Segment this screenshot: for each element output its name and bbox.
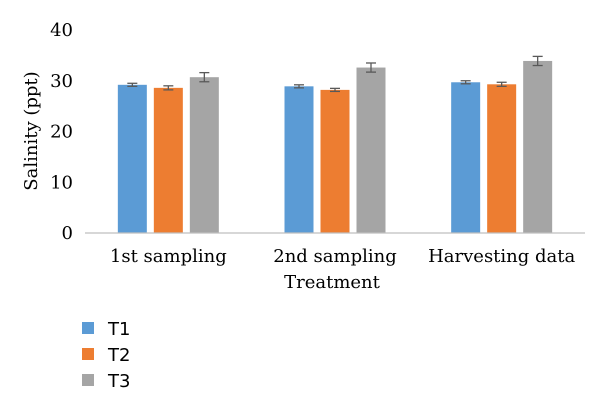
x-tick-label-2: Harvesting data [428,246,575,267]
y-tick-label-4: 40 [50,20,73,41]
error-bar-t1-2 [460,80,471,85]
y-axis-title: Salinity (ppt) [21,71,42,190]
legend-swatch-t1 [82,322,94,334]
error-bar-t3-0 [199,71,210,83]
y-tick-label-3: 30 [50,71,73,92]
bar-t3-0 [189,77,219,233]
y-tick-label-1: 10 [50,172,73,193]
bar-t1-2 [451,82,481,234]
error-bar-t1-0 [127,82,138,87]
error-bar-t3-2 [532,55,543,67]
x-tick-label-0: 1st sampling [110,246,227,267]
bar-t1-0 [117,84,147,233]
legend-swatch-t3 [82,374,94,386]
legend-label-t3: T3 [107,371,130,392]
y-tick-label-0: 0 [62,223,73,244]
bar-t2-0 [153,87,183,233]
legend: T1 T2 T3 [82,319,130,392]
bars-group [117,60,553,234]
bar-t2-1 [320,89,350,233]
legend-label-t1: T1 [107,319,130,340]
legend-label-t2: T2 [107,345,130,366]
bar-t2-2 [487,84,517,234]
error-bars-group [127,55,543,93]
error-bar-t2-1 [330,87,340,93]
bar-t3-1 [356,67,386,234]
error-bar-t1-1 [294,84,304,89]
y-axis-ticks: 0 10 20 30 40 [50,20,73,244]
error-bar-t2-0 [163,85,174,91]
x-axis-title: Treatment [284,272,381,293]
y-tick-label-2: 20 [50,122,73,143]
error-bar-t3-1 [366,62,376,73]
error-bar-t2-2 [496,81,507,87]
x-tick-label-1: 2nd sampling [273,246,396,267]
bar-t3-2 [523,60,553,233]
legend-swatch-t2 [82,348,94,360]
x-axis-ticks: 1st sampling 2nd sampling Harvesting data [110,246,576,267]
bar-t1-1 [284,86,314,234]
